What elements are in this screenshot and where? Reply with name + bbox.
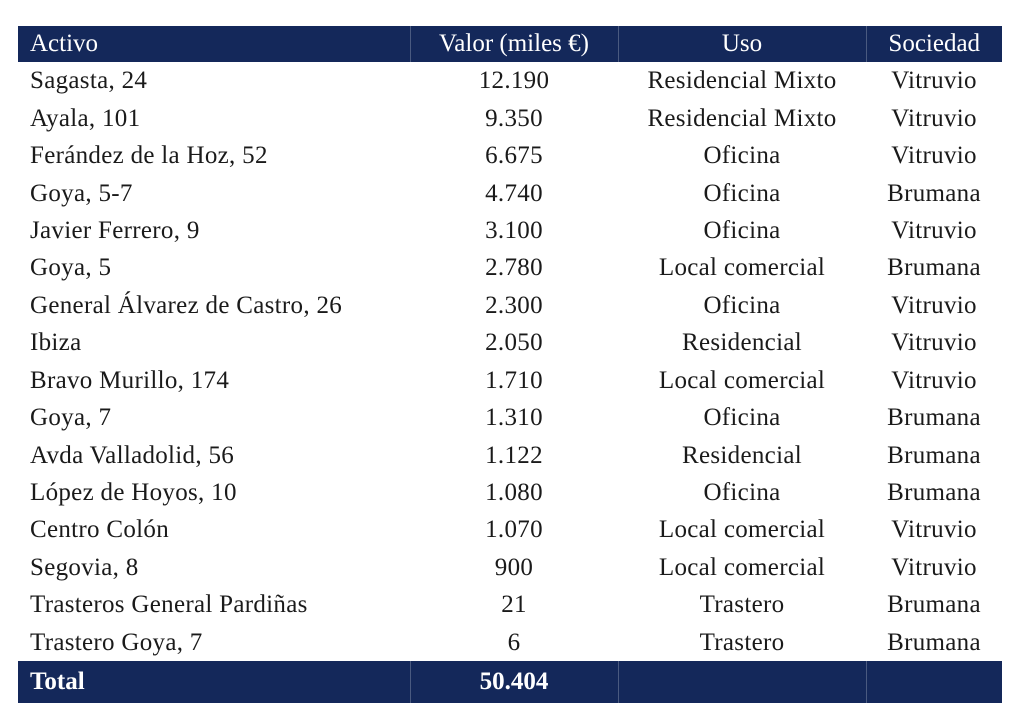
table-header-row: Activo Valor (miles €) Uso Sociedad bbox=[18, 26, 1002, 62]
cell-sociedad: Vitruvio bbox=[891, 366, 977, 394]
cell-uso: Local comercial bbox=[658, 366, 826, 394]
cell-activo: Trastero Goya, 7 bbox=[30, 628, 203, 656]
total-value: 50.404 bbox=[409, 661, 619, 703]
cell-uso: Residencial Mixto bbox=[647, 104, 837, 132]
cell-sociedad: Vitruvio bbox=[891, 329, 977, 357]
cell-valor: 1.122 bbox=[485, 441, 543, 469]
cell-uso: Residencial Mixto bbox=[647, 67, 837, 95]
table-body: Sagasta, 24 12.190 Residencial Mixto Vitruv… bbox=[18, 62, 1002, 661]
cell-valor: 6.675 bbox=[485, 142, 543, 170]
table-row: Segovia, 8 900 Local comercial Vitruvio bbox=[18, 549, 1002, 586]
cell-sociedad: Vitruvio bbox=[891, 67, 977, 95]
cell-activo: Segovia, 8 bbox=[30, 553, 139, 581]
cell-sociedad: Vitruvio bbox=[891, 142, 977, 170]
assets-table-container: Activo Valor (miles €) Uso Sociedad Saga… bbox=[18, 26, 1002, 703]
cell-uso: Oficina bbox=[703, 479, 781, 507]
table-row: Javier Ferrero, 9 3.100 Oficina Vitruvio bbox=[18, 212, 1002, 249]
cell-valor: 21 bbox=[501, 591, 527, 619]
header-sociedad: Sociedad bbox=[865, 26, 1002, 62]
cell-uso: Oficina bbox=[703, 216, 781, 244]
header-valor: Valor (miles €) bbox=[409, 26, 619, 62]
table-row: Goya, 5-7 4.740 Oficina Brumana bbox=[18, 174, 1002, 211]
cell-activo: Goya, 5-7 bbox=[30, 179, 133, 207]
table-row: Centro Colón 1.070 Local comercial Vitruvio bbox=[18, 511, 1002, 548]
cell-activo: Goya, 5 bbox=[30, 254, 112, 282]
cell-valor: 4.740 bbox=[485, 179, 543, 207]
table-row: Trasteros General Pardiñas 21 Trastero Brum… bbox=[18, 586, 1002, 623]
table-row: Sagasta, 24 12.190 Residencial Mixto Vitruv… bbox=[18, 62, 1002, 99]
cell-valor: 1.070 bbox=[485, 516, 543, 544]
cell-activo: General Álvarez de Castro, 26 bbox=[30, 291, 343, 319]
total-row: Total 50.404 bbox=[18, 661, 1002, 703]
total-sociedad-empty bbox=[865, 661, 1002, 703]
table-row: Bravo Murillo, 174 1.710 Local comercial Vi… bbox=[18, 362, 1002, 399]
assets-table: Activo Valor (miles €) Uso Sociedad Saga… bbox=[18, 26, 1002, 703]
cell-sociedad: Brumana bbox=[887, 628, 981, 656]
cell-valor: 900 bbox=[494, 553, 534, 581]
cell-activo: López de Hoyos, 10 bbox=[30, 479, 237, 507]
table-row: Trastero Goya, 7 6 Trastero Brumana bbox=[18, 624, 1002, 661]
cell-activo: Avda Valladolid, 56 bbox=[30, 441, 235, 469]
cell-uso: Oficina bbox=[703, 142, 781, 170]
cell-uso: Trastero bbox=[699, 628, 785, 656]
cell-valor: 12.190 bbox=[478, 67, 550, 95]
cell-sociedad: Brumana bbox=[887, 179, 981, 207]
cell-uso: Residencial bbox=[682, 329, 802, 357]
cell-uso: Oficina bbox=[703, 179, 781, 207]
cell-activo: Ayala, 101 bbox=[30, 104, 141, 132]
cell-valor: 9.350 bbox=[485, 104, 543, 132]
cell-uso: Local comercial bbox=[658, 516, 826, 544]
cell-uso: Oficina bbox=[703, 404, 781, 432]
cell-valor: 1.710 bbox=[485, 366, 543, 394]
cell-valor: 1.310 bbox=[485, 404, 543, 432]
cell-valor: 2.780 bbox=[485, 254, 543, 282]
total-uso-empty bbox=[617, 661, 867, 703]
cell-sociedad: Vitruvio bbox=[891, 216, 977, 244]
cell-sociedad: Brumana bbox=[887, 591, 981, 619]
cell-uso: Residencial bbox=[682, 441, 802, 469]
cell-valor: 6 bbox=[507, 628, 521, 656]
cell-uso: Local comercial bbox=[658, 553, 826, 581]
cell-valor: 1.080 bbox=[485, 479, 543, 507]
total-label: Total bbox=[18, 661, 411, 703]
cell-activo: Centro Colón bbox=[30, 516, 170, 544]
cell-activo: Javier Ferrero, 9 bbox=[30, 216, 200, 244]
cell-sociedad: Vitruvio bbox=[891, 291, 977, 319]
table-row: Goya, 7 1.310 Oficina Brumana bbox=[18, 399, 1002, 436]
cell-activo: Trasteros General Pardiñas bbox=[30, 591, 308, 619]
cell-valor: 2.300 bbox=[485, 291, 543, 319]
cell-sociedad: Brumana bbox=[887, 441, 981, 469]
cell-sociedad: Vitruvio bbox=[891, 516, 977, 544]
table-row: Ayala, 101 9.350 Residencial Mixto Vitruvio bbox=[18, 99, 1002, 136]
cell-uso: Trastero bbox=[699, 591, 785, 619]
cell-activo: Ibiza bbox=[30, 329, 82, 357]
cell-sociedad: Brumana bbox=[887, 404, 981, 432]
table-row: General Álvarez de Castro, 26 2.300 Oficin… bbox=[18, 287, 1002, 324]
header-activo: Activo bbox=[18, 26, 411, 62]
cell-uso: Local comercial bbox=[658, 254, 826, 282]
table-row: Avda Valladolid, 56 1.122 Residencial Bruma… bbox=[18, 436, 1002, 473]
table-row: Ibiza 2.050 Residencial Vitruvio bbox=[18, 324, 1002, 361]
cell-uso: Oficina bbox=[703, 291, 781, 319]
cell-valor: 3.100 bbox=[485, 216, 543, 244]
table-row: Ferández de la Hoz, 52 6.675 Oficina Vitruv… bbox=[18, 137, 1002, 174]
header-uso: Uso bbox=[617, 26, 867, 62]
cell-activo: Ferández de la Hoz, 52 bbox=[30, 142, 268, 170]
cell-sociedad: Vitruvio bbox=[891, 104, 977, 132]
cell-sociedad: Vitruvio bbox=[891, 553, 977, 581]
cell-activo: Goya, 7 bbox=[30, 404, 112, 432]
cell-activo: Sagasta, 24 bbox=[30, 67, 148, 95]
table-row: López de Hoyos, 10 1.080 Oficina Brumana bbox=[18, 474, 1002, 511]
cell-activo: Bravo Murillo, 174 bbox=[30, 366, 230, 394]
cell-sociedad: Brumana bbox=[887, 479, 981, 507]
cell-sociedad: Brumana bbox=[887, 254, 981, 282]
table-row: Goya, 5 2.780 Local comercial Brumana bbox=[18, 249, 1002, 286]
cell-valor: 2.050 bbox=[485, 329, 543, 357]
